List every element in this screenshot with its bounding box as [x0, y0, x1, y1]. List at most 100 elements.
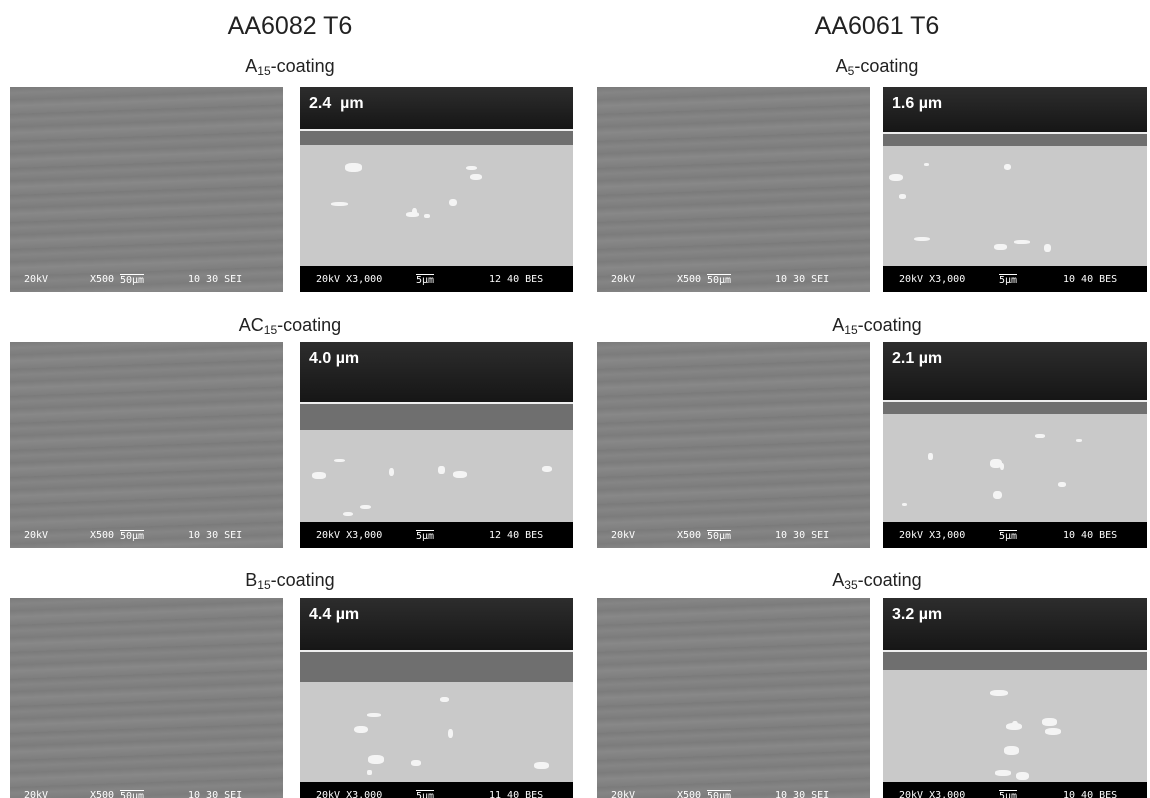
- coating-label: A5-coating: [727, 56, 1027, 78]
- particle: [1035, 434, 1045, 438]
- label-rest: -coating: [858, 315, 922, 335]
- info: 10 40 BES: [1063, 274, 1117, 285]
- label-subscript: 15: [844, 323, 857, 337]
- scale-bar: 50µm: [707, 790, 731, 798]
- particle: [1042, 718, 1057, 726]
- particle: [360, 505, 371, 509]
- particle: [1076, 439, 1082, 442]
- particle: [438, 466, 444, 474]
- particle: [1058, 482, 1066, 487]
- particle: [1004, 746, 1019, 754]
- scale-bar: 5µm: [999, 274, 1017, 286]
- scale-bar: 5µm: [999, 790, 1017, 798]
- particle: [331, 202, 348, 206]
- label-base: A: [832, 315, 844, 335]
- thickness-label: 3.2 µm: [892, 606, 942, 624]
- info-bar: 20kV X3,000 5µm 10 40 BES: [883, 266, 1147, 292]
- label-subscript: 15: [257, 64, 270, 78]
- info-bar: 20kV X3,0005µm12 40 BES: [300, 522, 573, 548]
- info: 10 30 SEI: [188, 790, 242, 798]
- particle: [368, 755, 384, 764]
- info: 12 40 BES: [489, 274, 543, 285]
- coating-layer: [300, 650, 573, 682]
- thickness-label: 2.4 µm: [309, 95, 364, 113]
- coating-layer: [883, 650, 1147, 670]
- coating-label: A15-coating: [140, 56, 440, 78]
- voltage: 20kV: [611, 530, 635, 541]
- particle: [440, 697, 449, 702]
- label-rest: -coating: [271, 570, 335, 590]
- cross-section-micrograph: 1.6 µm20kV X3,0005µm10 40 BES: [883, 87, 1147, 292]
- voltage: 20kV: [611, 790, 635, 798]
- column-title: AA6061 T6: [727, 12, 1027, 41]
- label-base: A: [245, 56, 257, 76]
- particle: [1045, 728, 1062, 735]
- magnification: X500: [90, 274, 114, 285]
- column-title: AA6082 T6: [140, 12, 440, 41]
- info: 10 30 SEI: [188, 274, 242, 285]
- coating-layer: [883, 400, 1147, 414]
- substrate: [300, 428, 573, 522]
- coating-label: B15-coating: [140, 570, 440, 592]
- particle: [902, 503, 907, 506]
- scale-bar: 50µm: [120, 790, 144, 798]
- surface-micrograph: 20kV X500 50µm 10 30 SEI: [10, 598, 283, 798]
- info-bar: 20kV X3,0005µm10 40 BES: [883, 522, 1147, 548]
- label-base: B: [245, 570, 257, 590]
- particle: [924, 163, 929, 166]
- scale-bar: 50µm: [120, 274, 144, 286]
- info-bar: 20kV X3,0005µm11 40 BES: [300, 782, 573, 798]
- info: 10 30 SEI: [775, 274, 829, 285]
- thickness-label: 4.0 µm: [309, 350, 359, 368]
- substrate: [883, 412, 1147, 522]
- particle: [994, 244, 1006, 250]
- particle: [993, 491, 1002, 500]
- info: 12 40 BES: [489, 530, 543, 541]
- substrate: [300, 680, 573, 782]
- scale-bar: 50µm: [120, 530, 144, 542]
- voltage: 20kV: [24, 790, 48, 798]
- label-subscript: 35: [844, 578, 857, 592]
- magnification: X500: [677, 790, 701, 798]
- settings: 20kV X3,000: [899, 790, 965, 798]
- label-rest: -coating: [858, 570, 922, 590]
- magnification: X500: [677, 530, 701, 541]
- settings: 20kV X3,000: [316, 530, 382, 541]
- scale-bar: 5µm: [999, 530, 1017, 542]
- coating-layer: [883, 132, 1147, 146]
- coating-label: A35-coating: [727, 570, 1027, 592]
- settings: 20kV X3,000: [899, 530, 965, 541]
- particle: [995, 770, 1011, 775]
- particle: [389, 468, 394, 477]
- thickness-label: 2.1 µm: [892, 350, 942, 368]
- coating-layer: [300, 402, 573, 430]
- particle: [534, 762, 548, 769]
- particle: [345, 163, 362, 172]
- particle: [1044, 244, 1051, 252]
- label-base: AC: [239, 315, 264, 335]
- particle: [1006, 723, 1022, 730]
- settings: 20kV X3,000: [899, 274, 965, 285]
- settings: 20kV X3,000: [316, 790, 382, 798]
- magnification: X500: [90, 790, 114, 798]
- voltage: 20kV: [24, 530, 48, 541]
- surface-micrograph: 20kV X500 50µm 10 30 SEI: [10, 87, 283, 292]
- particle: [424, 214, 430, 218]
- info: 10 40 BES: [1063, 790, 1117, 798]
- substrate: [883, 144, 1147, 266]
- settings: 20kV X3,000: [316, 274, 382, 285]
- voltage: 20kV: [24, 274, 48, 285]
- info: 11 40 BES: [489, 790, 543, 798]
- coating-label: A15-coating: [727, 315, 1027, 337]
